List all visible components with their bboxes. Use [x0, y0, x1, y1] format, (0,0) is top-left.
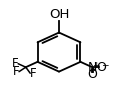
Text: O: O — [96, 61, 106, 74]
Text: F: F — [11, 57, 18, 70]
Text: N: N — [88, 61, 97, 74]
Text: F: F — [30, 67, 37, 80]
Text: −: − — [101, 61, 108, 70]
Text: +: + — [92, 61, 100, 70]
Text: F: F — [12, 65, 19, 78]
Text: OH: OH — [49, 8, 69, 21]
Text: O: O — [87, 68, 97, 81]
